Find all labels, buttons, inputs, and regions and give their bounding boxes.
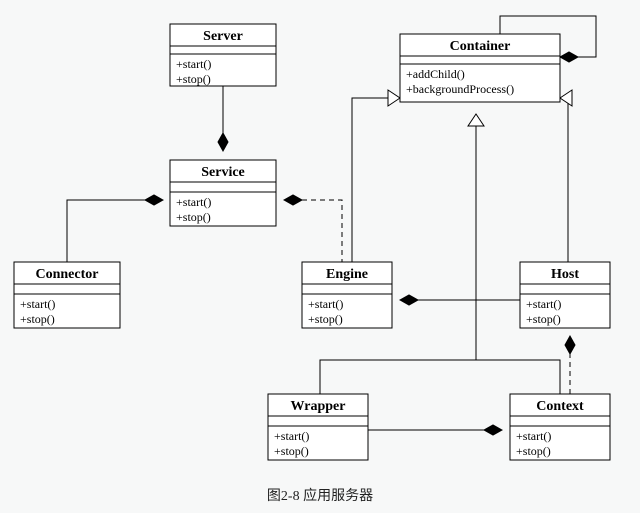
figure-caption: 图2-8 应用服务器: [267, 487, 373, 504]
edge-service-connector: [67, 195, 163, 262]
edge-wrapper-context-agg: [368, 425, 502, 435]
class-wrapper: Wrapper +start()+stop(): [268, 394, 368, 460]
class-service: Service +start()+stop(): [170, 160, 276, 226]
uml-diagram: Server+start()+stop()Container+addChild(…: [0, 0, 640, 513]
class-method: +stop(): [176, 72, 211, 86]
class-method: +backgroundProcess(): [406, 82, 514, 96]
edge-context-host-dash: [565, 336, 575, 394]
class-host: Host +start()+stop(): [520, 262, 610, 328]
classes-layer: Server+start()+stop()Container+addChild(…: [14, 24, 610, 460]
edge-gen-host-container: [560, 90, 572, 262]
class-method: +stop(): [274, 444, 309, 458]
class-method: +stop(): [20, 312, 55, 326]
class-name: Wrapper: [291, 399, 346, 414]
class-context: Context +start()+stop(): [510, 394, 610, 460]
class-name: Host: [551, 267, 579, 282]
class-method: +start(): [20, 297, 55, 311]
class-method: +start(): [308, 297, 343, 311]
class-method: +stop(): [308, 312, 343, 326]
class-method: +stop(): [526, 312, 561, 326]
class-name: Engine: [326, 267, 368, 282]
edge-service-engine-dash: [284, 195, 342, 262]
edge-server-service: [218, 86, 228, 151]
class-container: Container +addChild()+backgroundProcess(): [400, 34, 560, 102]
class-method: +start(): [176, 195, 211, 209]
class-method: +stop(): [176, 210, 211, 224]
class-name: Service: [201, 165, 245, 180]
class-name: Container: [450, 39, 511, 54]
edge-engine-host-agg: [400, 295, 520, 305]
edge-gen-engine-container: [352, 90, 400, 262]
edge-gen-bus: [320, 114, 560, 394]
class-server: Server +start()+stop(): [170, 24, 276, 86]
class-method: +start(): [516, 429, 551, 443]
class-name: Connector: [36, 267, 99, 282]
class-method: +start(): [526, 297, 561, 311]
class-method: +stop(): [516, 444, 551, 458]
class-method: +start(): [274, 429, 309, 443]
class-name: Server: [203, 29, 243, 44]
class-method: +start(): [176, 57, 211, 71]
class-connector: Connector +start()+stop(): [14, 262, 120, 328]
class-name: Context: [536, 399, 584, 414]
class-method: +addChild(): [406, 67, 465, 81]
class-engine: Engine +start()+stop(): [302, 262, 392, 328]
